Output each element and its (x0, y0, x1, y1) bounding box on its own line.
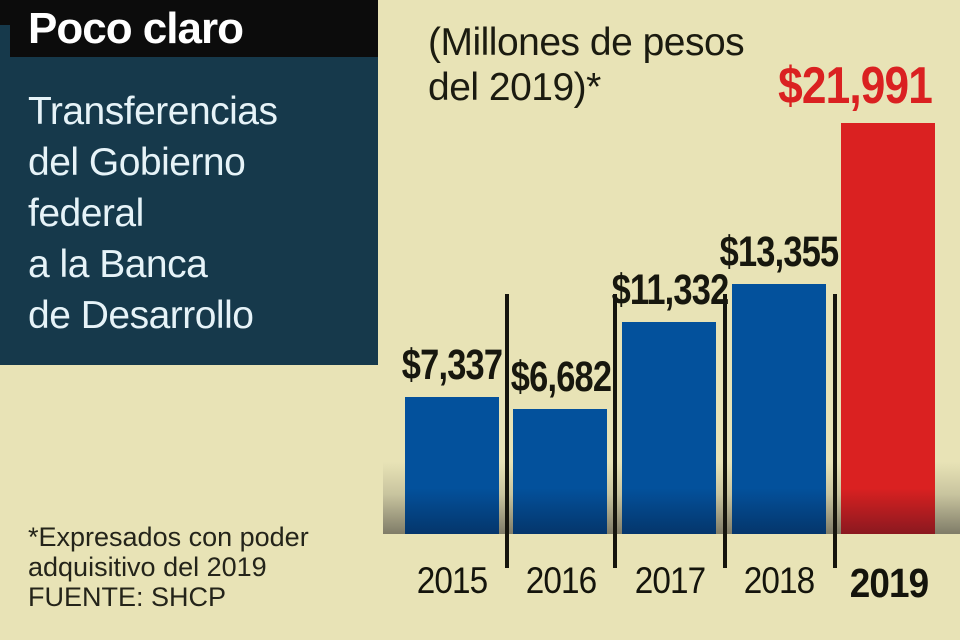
bar-value-label-2015: $7,337 (401, 341, 503, 389)
title-line-1: Transferencias (28, 90, 278, 133)
title-line-2: del Gobierno (28, 141, 246, 184)
kicker-text: Poco claro (28, 3, 244, 53)
footnote: *Expresados con poder adquisitivo del 20… (28, 522, 309, 612)
bar-value-label-2017: $11,332 (611, 266, 730, 314)
footnote-line-1: *Expresados con poder (28, 522, 309, 552)
title-line-5: de Desarrollo (28, 294, 254, 337)
x-tick-2018: 2018 (743, 560, 815, 601)
chart-subtitle: (Millones de pesos del 2019)* (428, 20, 745, 110)
source-text: FUENTE: SHCP (28, 582, 227, 612)
x-tick-2015: 2015 (416, 560, 488, 601)
subtitle-line-2: del 2019)* (428, 66, 601, 109)
bar-2019 (841, 123, 935, 534)
title-line-4: a la Banca (28, 243, 208, 286)
subtitle-line-1: (Millones de pesos (428, 21, 745, 64)
kicker-bar: Poco claro (10, 0, 378, 57)
bar-value-label-2019: $21,991 (778, 57, 933, 115)
left-panel: Poco claro Transferencias del Gobierno f… (0, 0, 378, 365)
bar-2016 (513, 409, 607, 534)
bar-value-label-2018: $13,355 (719, 228, 840, 276)
bar-2017 (622, 322, 716, 534)
divider-line-2015-2016 (505, 294, 509, 568)
x-tick-2016: 2016 (525, 560, 597, 601)
title-line-3: federal (28, 192, 144, 235)
bar-2018 (732, 284, 826, 534)
bar-2015 (405, 397, 499, 534)
kicker-corner-notch (0, 0, 10, 25)
bar-value-label-2016: $6,682 (510, 353, 612, 401)
footnote-line-2: adquisitivo del 2019 (28, 552, 267, 582)
x-tick-2017: 2017 (634, 560, 706, 601)
divider-line-2017-2018 (723, 294, 727, 568)
divider-line-2018-2019 (833, 294, 837, 568)
chart-title: Transferencias del Gobierno federal a la… (28, 86, 368, 341)
x-tick-2019: 2019 (849, 560, 929, 606)
divider-line-2016-2017 (613, 294, 617, 568)
